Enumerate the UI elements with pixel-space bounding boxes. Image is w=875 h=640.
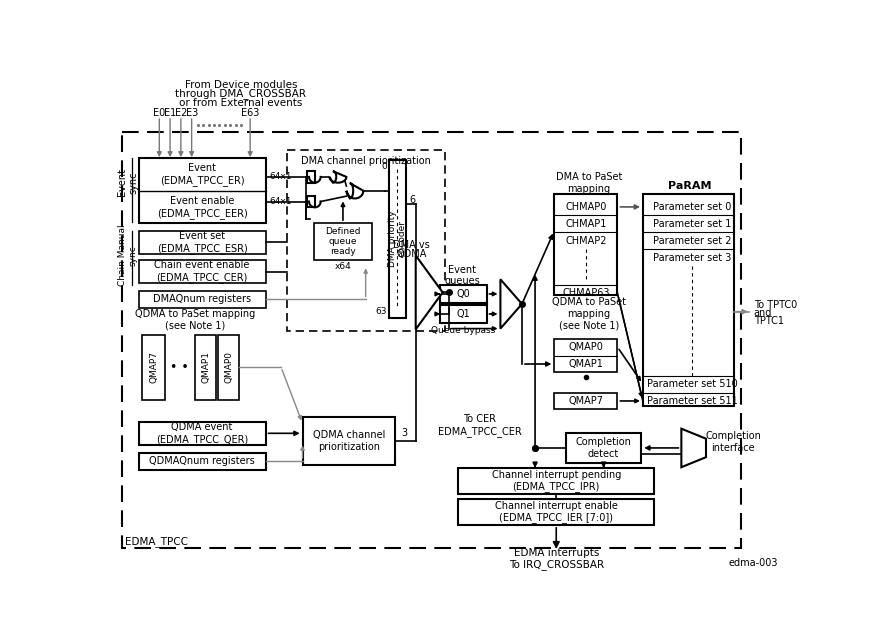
Bar: [458, 468, 654, 494]
Text: Queue bypass: Queue bypass: [431, 326, 495, 335]
Text: DMA channel prioritization: DMA channel prioritization: [301, 156, 431, 166]
Text: CHMAP1: CHMAP1: [565, 219, 606, 229]
Text: QMAP7: QMAP7: [150, 351, 158, 383]
Text: QDMAQnum registers: QDMAQnum registers: [149, 456, 255, 466]
Text: • •: • •: [170, 360, 189, 374]
Bar: [218, 335, 240, 400]
Polygon shape: [346, 183, 363, 198]
Text: DMAQnum registers: DMAQnum registers: [153, 294, 251, 305]
PathPatch shape: [306, 196, 315, 207]
Polygon shape: [330, 171, 346, 182]
Bar: [643, 194, 734, 406]
Bar: [287, 150, 445, 331]
Bar: [555, 339, 618, 372]
Polygon shape: [682, 429, 706, 467]
Text: edma-003: edma-003: [728, 559, 778, 568]
Bar: [143, 335, 165, 400]
Text: E3: E3: [186, 108, 198, 118]
Text: through DMA_CROSSBAR: through DMA_CROSSBAR: [175, 88, 306, 99]
Text: EDMA_TPCC: EDMA_TPCC: [124, 536, 187, 547]
Text: Completion
detect: Completion detect: [576, 437, 632, 459]
Text: Event
sync: Event sync: [117, 168, 138, 196]
Text: Channel interrupt enable
(EDMA_TPCC_IER [7:0]): Channel interrupt enable (EDMA_TPCC_IER …: [494, 500, 618, 523]
Text: Completion
interface: Completion interface: [705, 431, 761, 452]
Text: 6: 6: [410, 195, 416, 205]
Bar: [440, 285, 487, 303]
Text: Chain event enable
(EDMA_TPCC_CER): Chain event enable (EDMA_TPCC_CER): [154, 260, 249, 283]
Text: QMAP0: QMAP0: [224, 351, 233, 383]
Text: PaRAM: PaRAM: [668, 181, 711, 191]
Text: DMA to PaSet
mapping: DMA to PaSet mapping: [556, 172, 622, 194]
Text: QDMA: QDMA: [396, 249, 427, 259]
Bar: [458, 499, 654, 525]
Text: E63: E63: [241, 108, 259, 118]
Bar: [138, 157, 266, 223]
Text: From Device modules: From Device modules: [185, 79, 298, 90]
Bar: [138, 260, 266, 283]
Text: 64x1: 64x1: [270, 172, 292, 181]
Text: Event enable
(EDMA_TPCC_EER): Event enable (EDMA_TPCC_EER): [157, 196, 248, 219]
Text: QDMA channel
prioritization: QDMA channel prioritization: [312, 430, 385, 452]
Text: CHMAP63: CHMAP63: [562, 288, 610, 298]
PathPatch shape: [306, 171, 315, 182]
Text: QDMA to PaSet mapping
(see Note 1): QDMA to PaSet mapping (see Note 1): [135, 308, 255, 330]
Bar: [138, 231, 266, 254]
Bar: [138, 452, 266, 470]
Bar: [138, 291, 266, 308]
Bar: [303, 417, 395, 465]
Bar: [440, 305, 487, 323]
Bar: [195, 335, 216, 400]
Text: Event set
(EDMA_TPCC_ESR): Event set (EDMA_TPCC_ESR): [157, 231, 248, 253]
Text: or from External events: or from External events: [179, 98, 303, 108]
Text: QMAP1: QMAP1: [201, 351, 210, 383]
Text: Q0: Q0: [457, 289, 471, 299]
Text: DMA priority
encoder: DMA priority encoder: [388, 211, 407, 267]
Text: TPTC1: TPTC1: [753, 316, 784, 326]
Text: Parameter set 1: Parameter set 1: [653, 219, 732, 229]
Bar: [138, 422, 266, 445]
Text: QDMA event
(EDMA_TPCC_QER): QDMA event (EDMA_TPCC_QER): [156, 422, 248, 445]
Text: and: and: [753, 308, 772, 318]
Text: E0: E0: [153, 108, 165, 118]
Text: Event
queues: Event queues: [444, 265, 480, 286]
Text: Parameter set 3: Parameter set 3: [653, 253, 732, 263]
Text: CHMAP0: CHMAP0: [565, 202, 606, 212]
Text: QMAP1: QMAP1: [569, 359, 604, 369]
Text: EDMA interrupts
To IRQ_CROSSBAR: EDMA interrupts To IRQ_CROSSBAR: [508, 548, 604, 570]
Text: 3: 3: [401, 428, 407, 438]
Polygon shape: [416, 255, 443, 330]
Text: 64x1: 64x1: [270, 197, 292, 206]
Text: 63: 63: [375, 307, 388, 316]
Text: Q1: Q1: [457, 309, 471, 319]
Text: QDMA to PaSet
mapping
(see Note 1): QDMA to PaSet mapping (see Note 1): [552, 298, 626, 331]
Text: Event
(EDMA_TPCC_ER): Event (EDMA_TPCC_ER): [160, 163, 244, 186]
Text: QMAP7: QMAP7: [569, 396, 604, 406]
Text: 0: 0: [382, 162, 388, 171]
Text: E1: E1: [164, 108, 176, 118]
Bar: [555, 194, 618, 296]
Bar: [122, 132, 741, 548]
Text: Chain Manual
sync: Chain Manual sync: [118, 225, 137, 286]
Text: DMA vs: DMA vs: [394, 239, 430, 250]
Text: Parameter set 2: Parameter set 2: [653, 236, 732, 246]
Text: Defined
queue
ready: Defined queue ready: [326, 227, 360, 257]
Text: Parameter set 510: Parameter set 510: [647, 379, 738, 389]
Bar: [566, 433, 641, 463]
Text: Parameter set 0: Parameter set 0: [653, 202, 732, 212]
Text: Channel interrupt pending
(EDMA_TPCC_IPR): Channel interrupt pending (EDMA_TPCC_IPR…: [492, 470, 621, 492]
Bar: [555, 392, 618, 410]
Polygon shape: [500, 279, 522, 328]
Text: QMAP0: QMAP0: [569, 342, 604, 352]
Bar: [314, 223, 372, 260]
Text: Parameter set 511: Parameter set 511: [647, 396, 738, 406]
Text: To TPTC0: To TPTC0: [753, 301, 797, 310]
Bar: [388, 160, 406, 318]
Text: E2: E2: [175, 108, 187, 118]
Text: CHMAP2: CHMAP2: [565, 236, 606, 246]
Text: x64: x64: [334, 262, 352, 271]
Text: To CER
EDMA_TPCC_CER: To CER EDMA_TPCC_CER: [438, 414, 522, 437]
